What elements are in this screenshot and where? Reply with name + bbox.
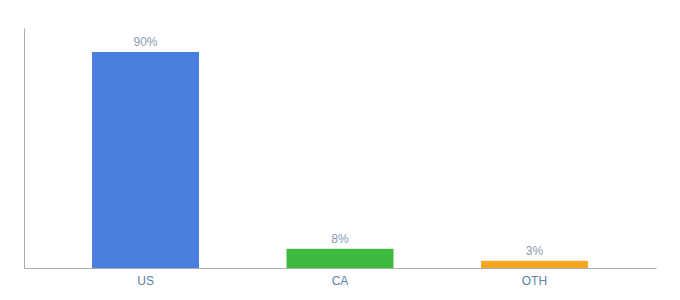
x-tick: CA [332,268,349,288]
bar [287,249,394,268]
y-axis [24,29,25,269]
y-axis-line [24,29,25,269]
data-label: 8% [331,232,349,246]
x-tick-label: OTH [522,274,547,288]
x-tick-label: US [137,274,154,288]
data-label: 90% [134,35,158,49]
bar [92,52,199,268]
chart: US CA OTH 90% 8% 3% [0,0,680,300]
x-axis: US CA OTH [25,268,657,288]
bar [481,261,588,268]
plot: US CA OTH 90% 8% 3% [25,29,657,288]
bars [92,52,588,268]
x-tick-label: CA [332,274,349,288]
x-tick: OTH [522,268,547,288]
data-label: 3% [526,244,544,258]
x-tick: US [137,268,154,288]
data-labels: 90% 8% 3% [134,35,544,258]
x-axis-line [25,268,657,269]
